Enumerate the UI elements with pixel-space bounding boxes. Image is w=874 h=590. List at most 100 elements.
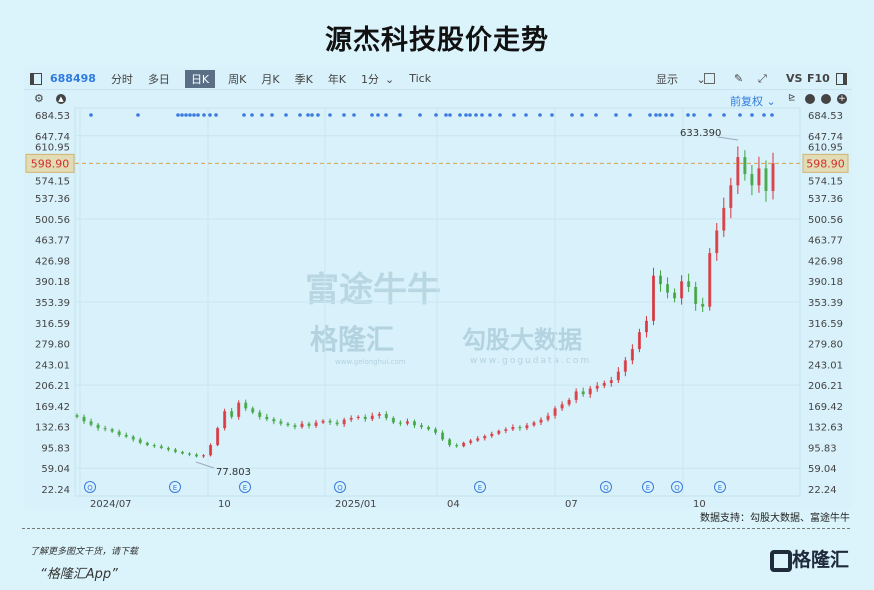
- y-tick-label-right: 279.80: [808, 340, 843, 351]
- event-icon-label: Q: [337, 484, 343, 492]
- tab-yearly-k[interactable]: 年K: [327, 72, 347, 86]
- tab-daily-k[interactable]: 日K: [184, 69, 216, 88]
- footer-app: “格隆汇App”: [40, 567, 118, 582]
- candle-body: [560, 404, 564, 409]
- y-tick-label-left: 243.01: [35, 360, 70, 371]
- period-toolbar: 688498 分时 多日 日K 周K 月K 季K 年K 1分 ⌄ Tick 显示 …: [24, 68, 852, 90]
- candle-body: [553, 408, 557, 416]
- candle-body: [532, 422, 536, 426]
- panel-icon[interactable]: [836, 72, 847, 85]
- candle-body: [265, 416, 269, 420]
- page-title: 源杰科技股价走势: [325, 25, 549, 56]
- candle-body: [567, 399, 571, 405]
- event-marker-dot: [434, 113, 438, 117]
- event-marker-dot: [550, 113, 554, 117]
- tab-tick[interactable]: Tick: [409, 72, 432, 85]
- candle-body: [335, 422, 339, 425]
- event-icon: [169, 481, 181, 493]
- candle-body: [237, 402, 241, 417]
- y-tick-label-right: 574.15: [808, 176, 843, 187]
- event-marker-dot: [750, 113, 754, 117]
- current-price-box: [25, 153, 75, 173]
- high-price-label: 633.390: [680, 128, 721, 139]
- event-marker-dot: [670, 113, 674, 117]
- event-marker-dot: [370, 113, 374, 117]
- event-marker-dot: [270, 113, 274, 117]
- zoom-out-icon[interactable]: [821, 94, 831, 104]
- candle-body: [412, 421, 416, 426]
- event-icon: [239, 481, 251, 493]
- candle-body: [483, 436, 487, 439]
- event-marker-dot: [398, 113, 402, 117]
- y-tick-label-left: 169.42: [35, 402, 70, 413]
- y-tick-label-right: 316.59: [808, 319, 843, 330]
- x-tick-label: 10: [218, 499, 231, 510]
- candle-body: [419, 425, 423, 428]
- kline-type-icon[interactable]: ⊵: [788, 93, 796, 103]
- candle-body: [328, 420, 332, 423]
- candle-body: [736, 157, 740, 186]
- current-price-label: 598.90: [31, 157, 70, 170]
- event-marker-dot: [250, 113, 254, 117]
- tab-fenshi[interactable]: 分时: [110, 72, 133, 86]
- tab-multiday[interactable]: 多日: [147, 72, 170, 86]
- y-tick-label-left: 426.98: [35, 256, 70, 267]
- vs-button[interactable]: VS: [786, 72, 803, 85]
- candle-body: [195, 454, 199, 457]
- tab-quarterly-k[interactable]: 季K: [294, 72, 313, 86]
- event-icon: [671, 481, 683, 493]
- event-marker-dot: [738, 113, 742, 117]
- y-tick-label-right: 95.83: [808, 443, 837, 454]
- fullscreen-icon[interactable]: ⤢: [758, 71, 767, 85]
- up-arrow-icon[interactable]: ▲: [56, 94, 66, 104]
- candle-body: [216, 428, 220, 446]
- watermark-gogu-url: www.gogudata.com: [470, 356, 592, 366]
- candle-body: [595, 385, 599, 389]
- tab-monthly-k[interactable]: 月K: [261, 72, 280, 86]
- display-dropdown[interactable]: 显示 ⌄: [656, 72, 706, 86]
- event-marker-dot: [648, 113, 652, 117]
- low-leader: [195, 461, 215, 469]
- event-icon-label: E: [243, 484, 247, 492]
- event-marker-dot: [468, 113, 472, 117]
- square-icon[interactable]: [704, 73, 715, 84]
- f10-button[interactable]: F10: [807, 72, 830, 85]
- x-tick-label: 2024/07: [90, 499, 132, 510]
- event-marker-dot: [580, 113, 584, 117]
- settings-icon[interactable]: ⚙: [34, 92, 44, 105]
- candle-body: [764, 168, 768, 191]
- tab-weekly-k[interactable]: 周K: [228, 72, 247, 86]
- zoom-in-icon[interactable]: +: [837, 94, 847, 104]
- x-tick-label: 07: [565, 499, 578, 510]
- pen-icon[interactable]: ✎: [734, 72, 744, 85]
- y-tick-label-left: 22.24: [41, 485, 70, 496]
- y-tick-label-left: 316.59: [35, 319, 70, 330]
- tab-1min[interactable]: 1分 ⌄: [361, 72, 395, 86]
- event-marker-dot: [658, 113, 662, 117]
- event-marker-dot: [306, 113, 310, 117]
- candle-body: [244, 402, 248, 409]
- candle-body: [377, 414, 381, 416]
- stock-code[interactable]: 688498: [50, 72, 96, 85]
- candle-body: [722, 207, 726, 231]
- sidebar-toggle-icon[interactable]: [30, 72, 42, 85]
- event-marker-dot: [448, 113, 452, 117]
- event-marker-dot: [214, 113, 218, 117]
- adjust-dropdown[interactable]: 前复权 ⌄: [730, 95, 776, 108]
- event-marker-dot: [188, 113, 192, 117]
- y-tick-label-left: 684.53: [35, 111, 70, 122]
- event-marker-dot: [480, 113, 484, 117]
- candle-body: [680, 281, 684, 299]
- y-tick-label-right: 206.21: [808, 381, 843, 392]
- zoom-out-icon[interactable]: [805, 94, 815, 104]
- candle-body: [448, 439, 452, 446]
- event-marker-dot: [192, 113, 196, 117]
- event-icon-label: Q: [87, 484, 93, 492]
- low-price-label: 77.803: [216, 467, 251, 478]
- event-marker-dot: [762, 113, 766, 117]
- candle-body: [757, 168, 761, 186]
- candle-body: [476, 438, 480, 441]
- candle-body: [715, 230, 719, 254]
- candle-body: [202, 455, 206, 457]
